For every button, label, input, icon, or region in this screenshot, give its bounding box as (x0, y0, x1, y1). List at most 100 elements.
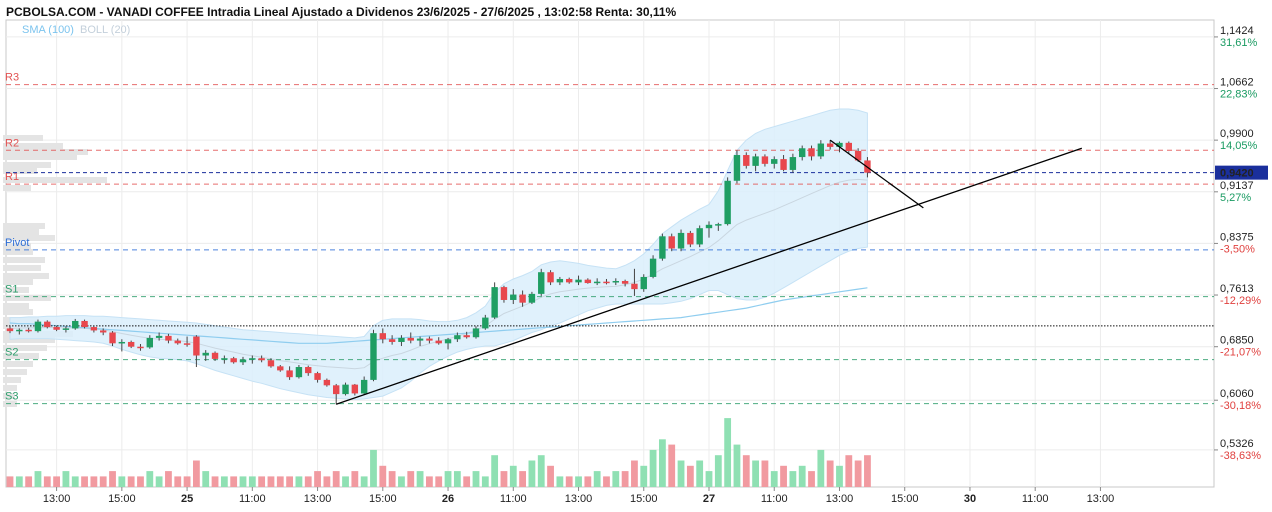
volume-profile-bar (3, 149, 88, 155)
pivot-levels: R3 R2 R1 Pivot S1 S2 S3 (5, 72, 1214, 405)
volume-bar (864, 455, 871, 487)
candle-body (640, 276, 647, 290)
x-tick-label: 11:00 (1022, 493, 1049, 505)
candle-body (696, 228, 703, 245)
candle-body (249, 358, 256, 360)
volume-bar (435, 476, 443, 487)
candle-body (333, 385, 340, 395)
candle-body (854, 150, 862, 161)
candle-body (836, 142, 843, 147)
candle-body (771, 159, 778, 164)
volume-bar (34, 471, 42, 487)
x-tick-label: 25 (181, 493, 193, 505)
volume-profile-bar (3, 279, 33, 285)
x-tick-label: 13:00 (565, 493, 593, 505)
candle-body (81, 320, 88, 328)
candle-body (556, 278, 564, 283)
candle-body (761, 156, 769, 164)
volume-profile-bar (3, 345, 47, 351)
candle-body (239, 359, 247, 363)
candle-body (687, 232, 694, 245)
volume-bar (286, 476, 293, 487)
volume-profile-bar (3, 337, 55, 343)
candle-body (34, 321, 42, 332)
chart-title: PCBOLSA.COM - VANADI COFFEE Intradia Lin… (6, 5, 677, 19)
candle-body (221, 358, 228, 360)
volume-bar (780, 465, 787, 487)
candle-body (593, 281, 601, 284)
volume-profile-bar (3, 185, 31, 191)
candle-body (62, 328, 70, 330)
volume-profile-bar (3, 385, 17, 391)
candle-body (705, 224, 713, 229)
volume-bar (696, 460, 704, 487)
volume-bar (631, 460, 638, 487)
x-tick-label: 15:00 (891, 493, 919, 505)
volume-bar (733, 444, 741, 487)
candle-body (146, 337, 153, 348)
volume-bar (407, 471, 415, 487)
candle-body (277, 366, 284, 371)
volume-bar (351, 471, 359, 487)
volume-profile-bar (3, 303, 29, 309)
candle-body (211, 352, 219, 359)
candle-body (519, 294, 526, 303)
sma-line (9, 287, 868, 344)
volume-profile-bar (3, 243, 31, 249)
y-tick-label: 0,5326 (1220, 438, 1254, 450)
candle-body (817, 143, 825, 157)
level-label-r2: R2 (5, 137, 19, 149)
candle-body (808, 148, 815, 157)
level-label-s1: S1 (5, 284, 18, 296)
volume-bar (677, 460, 685, 487)
volume-bar (453, 471, 461, 487)
volume-bar (416, 471, 424, 487)
volume-profile-bar (3, 229, 39, 235)
volume-profile-bar (3, 249, 33, 255)
current-price-tag (1215, 165, 1268, 180)
volume-profile-bar (3, 361, 33, 367)
volume-bar (379, 465, 387, 487)
volume-profile-bar (3, 143, 63, 149)
volume-profile-bar (3, 154, 77, 160)
candle-body (603, 281, 610, 284)
volume-bar (25, 476, 33, 487)
candle-body (407, 337, 414, 341)
y-tick-label: 0,9137 (1220, 180, 1254, 192)
volume-bar (146, 471, 154, 487)
candle-body (323, 379, 331, 386)
volume-bar (500, 471, 508, 487)
volume-bar (53, 476, 60, 487)
volume-bar (183, 476, 191, 487)
volume-bar (211, 476, 219, 487)
candle-body (183, 343, 191, 345)
y-tick-percent: -12,29% (1220, 295, 1261, 307)
volume-bar (220, 476, 228, 487)
volume-bar (528, 460, 536, 487)
candle-body (295, 367, 303, 378)
candle-body (845, 142, 852, 151)
x-tick-label: 15:00 (630, 493, 658, 505)
volume-bar (314, 471, 321, 487)
trend-line (335, 147, 1083, 405)
y-tick-label: 0,8375 (1220, 231, 1254, 243)
volume-bar (686, 465, 694, 487)
volume-bar (659, 439, 666, 487)
volume-bar (491, 455, 499, 487)
candle-body (267, 360, 275, 367)
legend-boll-label: BOLL (20) (80, 24, 130, 36)
volume-profile-bar (3, 135, 43, 141)
volume-bar (789, 471, 797, 487)
volume-bar (426, 476, 433, 487)
candle-body (137, 346, 144, 349)
candle-body (631, 283, 638, 290)
volume-bar (575, 476, 582, 487)
candle-body (100, 330, 107, 333)
level-label-r1: R1 (5, 171, 19, 183)
candle-body (612, 281, 619, 283)
candle-body (351, 384, 359, 394)
y-tick-label: 0,9900 (1220, 128, 1254, 140)
candle-body (165, 335, 172, 341)
volume-profile-bar (3, 369, 27, 375)
